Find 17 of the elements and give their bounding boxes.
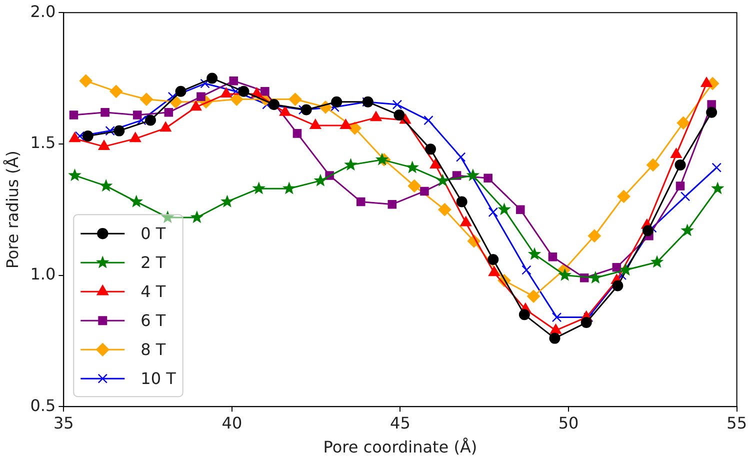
legend-label: 10 T [140, 368, 176, 388]
x-tick-label: 40 [222, 413, 242, 432]
y-tick-label: 1.5 [30, 133, 56, 152]
y-axis-title: Pore radius (Å) [2, 150, 22, 269]
legend-label: 6 T [140, 310, 166, 330]
x-tick-label: 55 [726, 413, 747, 432]
x-tick-label: 50 [558, 413, 579, 432]
x-axis-title: Pore coordinate (Å) [323, 438, 478, 457]
legend-label: 2 T [140, 252, 166, 272]
y-tick-label: 2.0 [30, 2, 56, 21]
x-tick-label: 35 [53, 413, 74, 432]
legend-label: 0 T [140, 224, 166, 243]
legend-label: 4 T [140, 282, 166, 301]
y-tick-label: 0.5 [30, 396, 56, 415]
legend-label: 8 T [140, 340, 166, 359]
y-tick-label: 1.0 [30, 264, 56, 284]
x-tick-label: 45 [390, 413, 410, 432]
